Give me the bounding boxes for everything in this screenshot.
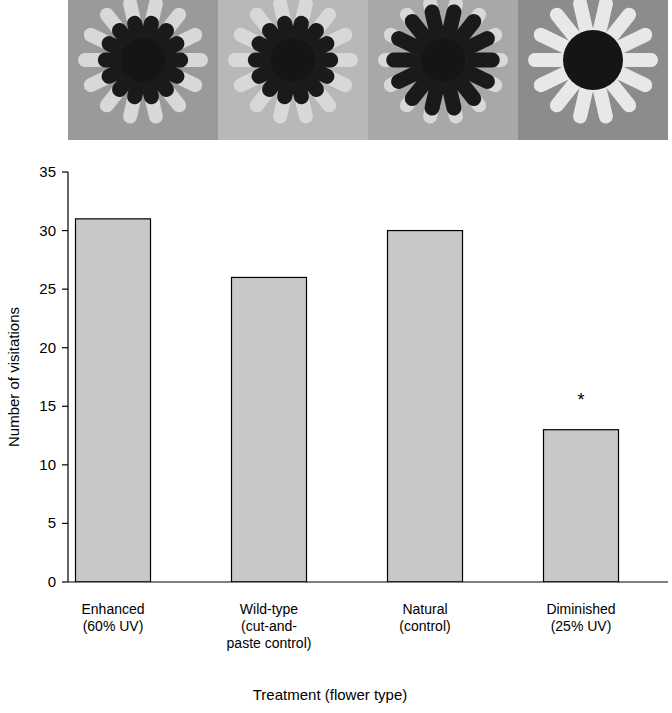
bar <box>76 219 151 582</box>
photo-bg <box>518 0 668 140</box>
x-tick-label-line: Wild-type <box>240 601 299 617</box>
x-tick-label-line: Diminished <box>546 601 615 617</box>
y-tick-label: 35 <box>39 163 56 180</box>
y-tick <box>62 289 68 290</box>
y-tick <box>62 523 68 524</box>
y-tick-label: 25 <box>39 280 56 297</box>
x-axis-label: Treatment (flower type) <box>253 686 408 703</box>
x-tick-label: Wild-type(cut-and-paste control) <box>227 601 312 651</box>
y-axis-label: Number of visitations <box>5 307 22 447</box>
chart: 05101520253035Enhanced(60% UV)Wild-type(… <box>0 0 672 713</box>
y-axis <box>67 172 68 582</box>
y-tick <box>62 581 68 582</box>
y-tick-label: 5 <box>48 514 56 531</box>
photo <box>68 0 218 140</box>
photo-bg <box>218 0 368 140</box>
x-tick-label-line: (cut-and- <box>241 618 297 634</box>
x-tick-label: Natural(control) <box>399 601 450 634</box>
annotation: * <box>577 390 584 410</box>
x-tick-label-line: Enhanced <box>81 601 144 617</box>
bar <box>388 231 463 582</box>
y-tick-label: 10 <box>39 456 56 473</box>
y-tick <box>62 171 68 172</box>
x-axis <box>68 581 668 582</box>
photo-bg <box>368 0 518 140</box>
flower-center <box>271 38 315 82</box>
y-tick-label: 15 <box>39 397 56 414</box>
y-tick-label: 0 <box>48 573 56 590</box>
x-tick-label-line: (25% UV) <box>551 618 612 634</box>
photo <box>368 0 518 140</box>
photo <box>518 0 668 140</box>
x-tick-label: Enhanced(60% UV) <box>81 601 144 634</box>
y-tick <box>62 230 68 231</box>
x-tick-label-line: (control) <box>399 618 450 634</box>
flower-center <box>121 38 165 82</box>
photo-bg <box>68 0 218 140</box>
flower-center <box>421 38 465 82</box>
x-tick-label-line: paste control) <box>227 635 312 651</box>
y-tick-label: 30 <box>39 222 56 239</box>
flower-center <box>563 30 623 90</box>
x-tick-label-line: (60% UV) <box>83 618 144 634</box>
bar <box>232 277 307 582</box>
y-tick <box>62 347 68 348</box>
x-tick-label: Diminished(25% UV) <box>546 601 615 634</box>
photo <box>218 0 368 140</box>
x-tick-label-line: Natural <box>402 601 447 617</box>
y-tick <box>62 464 68 465</box>
bar <box>544 430 619 582</box>
y-tick-label: 20 <box>39 339 56 356</box>
bars <box>76 219 619 582</box>
y-tick <box>62 406 68 407</box>
